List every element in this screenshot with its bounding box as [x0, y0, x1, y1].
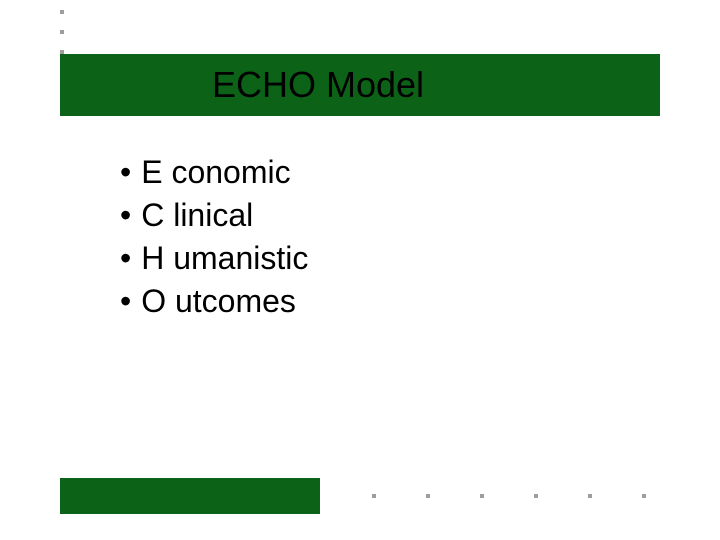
bullet-item: • H umanistic: [120, 240, 308, 277]
bullet-text: C linical: [141, 197, 253, 234]
bullet-list: • E conomic • C linical • H umanistic • O utcom…: [120, 148, 308, 326]
decorative-dot: [426, 494, 430, 498]
bullet-text: H umanistic: [141, 240, 308, 277]
bullet-item: • O utcomes: [120, 283, 308, 320]
decorative-dot: [60, 30, 64, 34]
footer-bar: [60, 478, 320, 514]
decorative-dot: [60, 10, 64, 14]
decorative-dot: [480, 494, 484, 498]
bullet-marker: •: [120, 240, 131, 277]
bullet-text: E conomic: [141, 154, 290, 191]
decorative-dot: [642, 494, 646, 498]
bullet-marker: •: [120, 197, 131, 234]
bullet-text: O utcomes: [141, 283, 296, 320]
decorative-dot: [588, 494, 592, 498]
slide-title: ECHO Model: [18, 64, 618, 106]
decorative-dot: [534, 494, 538, 498]
title-bar: ECHO Model: [60, 54, 660, 116]
bullet-item: • C linical: [120, 197, 308, 234]
bullet-marker: •: [120, 283, 131, 320]
slide: ECHO Model • E conomic • C linical • H umanis…: [0, 0, 720, 540]
decorative-dot: [372, 494, 376, 498]
bullet-item: • E conomic: [120, 154, 308, 191]
bullet-marker: •: [120, 154, 131, 191]
